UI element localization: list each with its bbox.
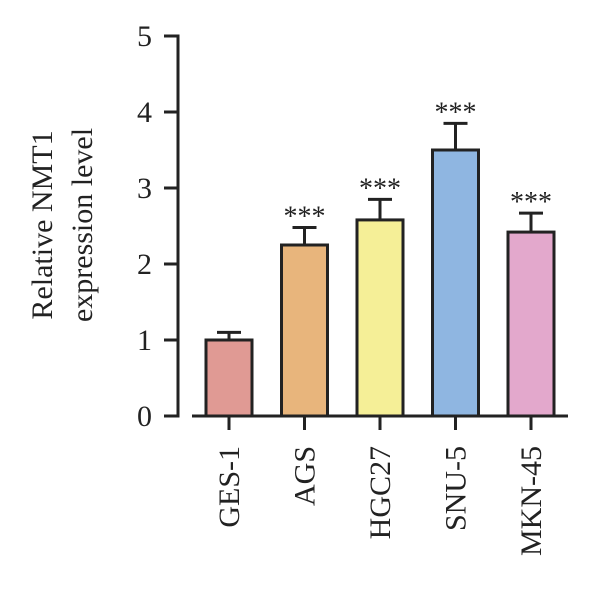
significance-mark: *** [359,173,401,204]
category-label: SNU-5 [440,446,473,531]
y-tick-label: 2 [137,248,152,281]
bar-mkn-45 [506,230,556,418]
category-labels: GES-1 AGS HGC27 SNU-5 MKN-45 [213,446,548,556]
category-label: AGS [289,446,322,506]
bar-ges-1 [204,338,254,418]
bars [204,148,556,418]
y-tick-label: 0 [137,400,152,433]
y-tick-label: 4 [137,96,152,129]
y-axis-label-line-1: Relative NMT1 [26,130,59,319]
y-axis-label-line-2: expression level [66,128,99,322]
bar-hgc27 [355,218,405,418]
error-bar [519,211,543,233]
y-tick-label: 5 [137,20,152,53]
error-bar [217,330,241,340]
error-bar [292,226,317,245]
y-axis-label: Relative NMT1 expression level [26,128,99,322]
bar-ags [280,243,329,418]
significance-marks: *** *** *** *** [284,97,553,232]
category-label: HGC27 [364,446,397,539]
y-tick-label: 1 [137,324,152,357]
error-bars [217,121,543,340]
significance-mark: *** [510,187,552,218]
y-tick-label: 3 [137,172,152,205]
y-axis: 0 1 2 3 4 5 [137,20,180,433]
error-bar [368,197,392,220]
error-bar [443,121,468,150]
category-label: MKN-45 [515,446,548,556]
category-label: GES-1 [213,446,246,528]
significance-mark: *** [284,202,326,233]
x-axis [192,414,568,430]
bar-snu-5 [431,148,480,418]
significance-mark: *** [435,97,477,128]
